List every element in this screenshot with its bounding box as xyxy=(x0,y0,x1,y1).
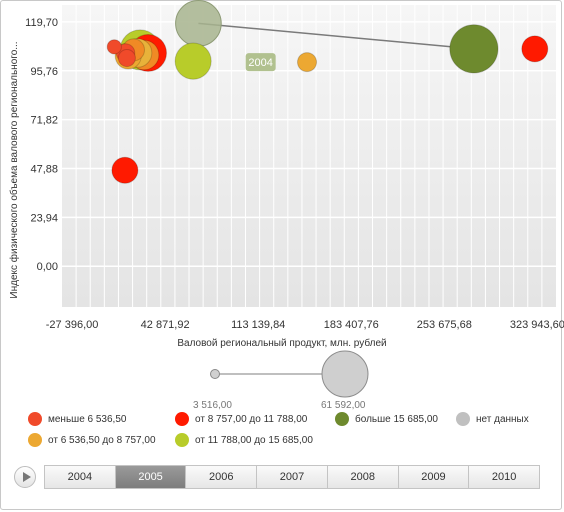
y-tick-label: 95,76 xyxy=(30,66,58,78)
legend-item-6536-8757[interactable]: от 6 536,50 до 8 757,00 xyxy=(28,433,156,447)
legend-label: от 6 536,50 до 8 757,00 xyxy=(48,434,156,446)
size-legend-min-bubble xyxy=(210,369,220,379)
data-bubble xyxy=(174,42,212,80)
bubble-chart: 2004 0,00 23,94 47,88 71,82 95,76 119,70 -27 3… xyxy=(8,0,564,398)
size-legend-max-label: 61 592,00 xyxy=(321,400,366,411)
x-tick-label: 113 139,84 xyxy=(231,319,285,331)
year-2007[interactable]: 2007 xyxy=(257,466,328,488)
play-button[interactable] xyxy=(14,466,36,488)
legend-label: от 8 757,00 до 11 788,00 xyxy=(195,413,308,425)
legend-swatch xyxy=(175,412,189,426)
legend-label: больше 15 685,00 xyxy=(355,413,438,425)
year-2008[interactable]: 2008 xyxy=(328,466,399,488)
legend-swatch xyxy=(175,433,189,447)
x-tick-label: 253 675,68 xyxy=(417,319,472,331)
year-slider: 2004 2005 2006 2007 2008 2009 2010 xyxy=(44,465,540,489)
data-bubble xyxy=(296,52,318,73)
y-axis-title: Индекс физического объема валового регио… xyxy=(8,41,20,298)
legend-item-gt-15685[interactable]: больше 15 685,00 xyxy=(335,412,438,426)
size-legend-min-label: 3 516,00 xyxy=(193,400,232,411)
timeline: 2004 2005 2006 2007 2008 2009 2010 xyxy=(12,465,542,491)
y-tick-label: 71,82 xyxy=(30,115,58,127)
x-tick-label: -27 396,00 xyxy=(46,319,99,331)
tick-labels: 0,00 23,94 47,88 71,82 95,76 119,70 -27 396,00… xyxy=(25,17,564,331)
size-legend xyxy=(210,350,369,398)
year-2004[interactable]: 2004 xyxy=(45,466,116,488)
data-bubble xyxy=(106,39,122,55)
year-2010[interactable]: 2010 xyxy=(491,471,517,483)
legend-swatch xyxy=(456,412,470,426)
x-axis-title: Валовой региональный продукт, млн. рубле… xyxy=(177,337,386,349)
y-tick-label: 47,88 xyxy=(30,163,58,175)
legend-swatch xyxy=(28,412,42,426)
y-tick-label: 0,00 xyxy=(37,261,58,273)
data-bubble xyxy=(521,35,549,63)
legend-item-lt-6536[interactable]: меньше 6 536,50 xyxy=(28,412,126,426)
year-2009[interactable]: 2009 xyxy=(399,466,470,488)
data-bubble xyxy=(449,24,499,74)
y-tick-label: 119,70 xyxy=(25,17,58,29)
data-bubble xyxy=(117,49,136,68)
x-tick-label: 323 943,60 xyxy=(510,319,564,331)
x-tick-label: 183 407,76 xyxy=(324,319,379,331)
trail: 2004 xyxy=(175,0,474,72)
legend-item-11788-15685[interactable]: от 11 788,00 до 15 685,00 xyxy=(175,433,313,447)
trail-year-badge xyxy=(245,53,276,72)
legend-swatch xyxy=(28,433,42,447)
y-tick-label: 23,94 xyxy=(30,212,58,224)
data-bubble xyxy=(111,156,139,184)
year-2005[interactable]: 2005 xyxy=(115,466,187,488)
trail-bubble xyxy=(175,0,222,47)
legend-label: от 11 788,00 до 15 685,00 xyxy=(195,434,313,446)
legend-label: меньше 6 536,50 xyxy=(48,413,127,425)
trail-year-label: 2004 xyxy=(248,57,272,69)
bubbles xyxy=(106,24,549,184)
legend-swatch xyxy=(335,412,349,426)
x-tick-label: 42 871,92 xyxy=(141,319,190,331)
legend-label: нет данных xyxy=(476,413,529,425)
trail-line xyxy=(198,22,474,50)
legend-item-no-data[interactable]: нет данных xyxy=(456,412,529,426)
size-legend-max-bubble xyxy=(321,350,369,398)
year-2006[interactable]: 2006 xyxy=(186,466,258,488)
legend-item-8757-11788[interactable]: от 8 757,00 до 11 788,00 xyxy=(175,412,307,426)
